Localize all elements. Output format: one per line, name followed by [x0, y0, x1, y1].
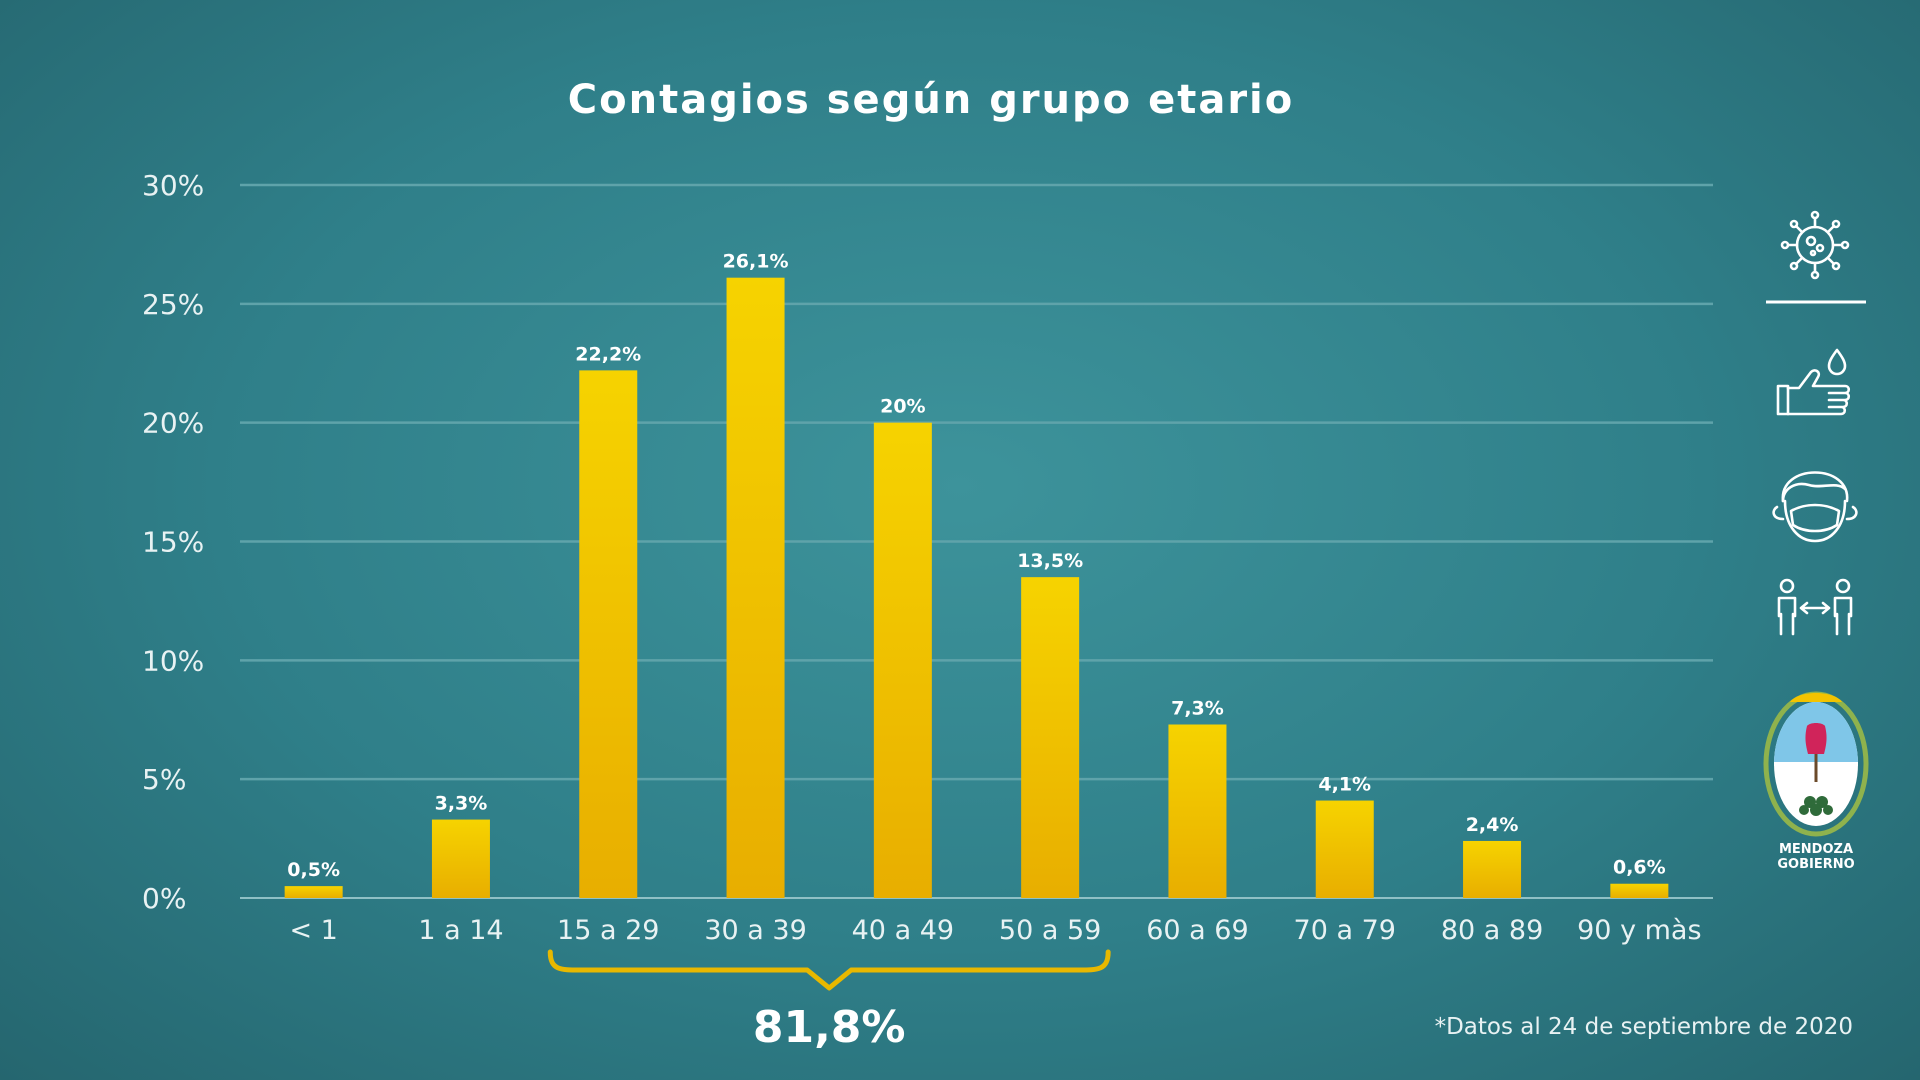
logo-text-line2: GOBIERNO: [1777, 857, 1854, 872]
x-tick-label: 80 a 89: [1441, 915, 1543, 946]
bar: [1168, 724, 1227, 898]
highlight-total-label: 81,8%: [753, 1002, 906, 1053]
social-distance-icon: [1777, 578, 1853, 636]
y-tick-label: 10%: [142, 644, 204, 677]
y-tick-label: 20%: [142, 407, 204, 440]
bar: [579, 370, 638, 898]
x-tick-label: 30 a 39: [704, 915, 806, 946]
y-tick-label: 30%: [142, 169, 204, 202]
bar-value-label: 7,3%: [1171, 698, 1224, 720]
x-tick-label: < 1: [289, 915, 337, 946]
bar: [1463, 840, 1522, 898]
bar-value-label: 0,5%: [287, 859, 340, 881]
y-tick-label: 5%: [142, 763, 186, 796]
x-axis-labels: < 1 1 a 14 15 a 29 30 a 39 40 a 49 50 a 59 60 …: [289, 915, 1701, 946]
y-tick-label: 15%: [142, 526, 204, 559]
face-mask-icon: [1772, 471, 1858, 543]
y-tick-label: 0%: [142, 882, 186, 915]
highlight-brace: [547, 949, 1111, 991]
x-tick-label: 60 a 69: [1146, 915, 1248, 946]
x-tick-label: 1 a 14: [418, 915, 503, 946]
footnote: *Datos al 24 de septiembre de 2020: [1435, 1014, 1853, 1040]
x-tick-label: 70 a 79: [1294, 915, 1396, 946]
gridlines: [240, 183, 1713, 899]
bar: [726, 277, 785, 898]
bar: [1610, 883, 1669, 898]
x-tick-label: 40 a 49: [852, 915, 954, 946]
bar-value-label: 0,6%: [1613, 857, 1666, 879]
bar-value-label: 20%: [880, 396, 925, 418]
bar-value-label: 26,1%: [723, 251, 789, 273]
x-tick-label: 15 a 29: [557, 915, 659, 946]
logo-text-line1: MENDOZA: [1779, 842, 1853, 857]
bar-value-label: 4,1%: [1318, 774, 1371, 796]
bar-value-label: 13,5%: [1017, 550, 1083, 572]
bar: [1315, 800, 1374, 898]
virus-icon: [1780, 210, 1850, 280]
y-axis-ticks: 0% 5% 10% 15% 20% 25% 30%: [142, 169, 204, 915]
bar-value-label: 3,3%: [435, 793, 488, 815]
bar: [431, 819, 490, 898]
hand-wash-icon: [1776, 348, 1851, 416]
bar: [1021, 577, 1080, 898]
bar: [873, 422, 932, 898]
x-tick-label: 90 y màs: [1577, 915, 1701, 946]
bar-value-label: 22,2%: [575, 343, 641, 365]
bar: [284, 886, 343, 898]
chart-title: Contagios según grupo etario: [568, 77, 1294, 123]
bars: 0,5% 3,3% 22,2% 26,1% 20% 13,5% 7,3% 4,1% 2,4% 0,…: [284, 251, 1669, 898]
bar-value-label: 2,4%: [1466, 814, 1519, 836]
y-tick-label: 25%: [142, 288, 204, 321]
mendoza-government-logo: MENDOZA GOBIERNO: [1763, 691, 1869, 872]
x-tick-label: 50 a 59: [999, 915, 1101, 946]
